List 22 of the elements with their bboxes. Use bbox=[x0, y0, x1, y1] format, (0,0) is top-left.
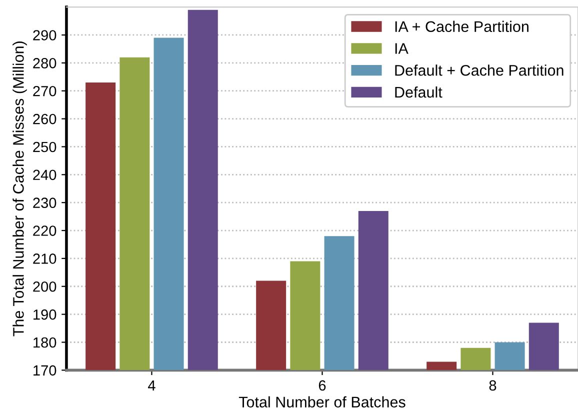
y-tick-label: 260 bbox=[33, 114, 56, 124]
y-tick-label: 270 bbox=[33, 86, 56, 96]
y-tick-label: 240 bbox=[33, 170, 56, 180]
y-tick-label: 210 bbox=[33, 254, 56, 264]
legend-label: IA bbox=[395, 43, 408, 54]
y-tick-label: 190 bbox=[34, 309, 56, 320]
y-tick-label: 220 bbox=[33, 226, 56, 236]
x-tick-label: 8 bbox=[489, 380, 496, 391]
y-tick-label: 290 bbox=[33, 30, 56, 40]
legend-label: Default + Cache Partition bbox=[395, 64, 564, 76]
legend-label: Default bbox=[395, 86, 442, 98]
x-tick-label: 6 bbox=[318, 380, 326, 391]
y-tick-label: 230 bbox=[33, 198, 56, 208]
y-tick-label: 200 bbox=[33, 281, 56, 292]
x-axis-title: Total Number of Batches bbox=[238, 396, 406, 408]
y-axis-title: The Total Number of Cache Misses (Million) bbox=[12, 42, 27, 336]
legend-label: IA + Cache Partition bbox=[395, 20, 528, 32]
y-tick-label: 170 bbox=[34, 365, 56, 376]
x-tick-label: 4 bbox=[148, 380, 156, 390]
y-tick-label: 180 bbox=[34, 337, 56, 348]
y-tick-label: 250 bbox=[33, 142, 56, 152]
y-tick-label: 280 bbox=[33, 58, 56, 68]
